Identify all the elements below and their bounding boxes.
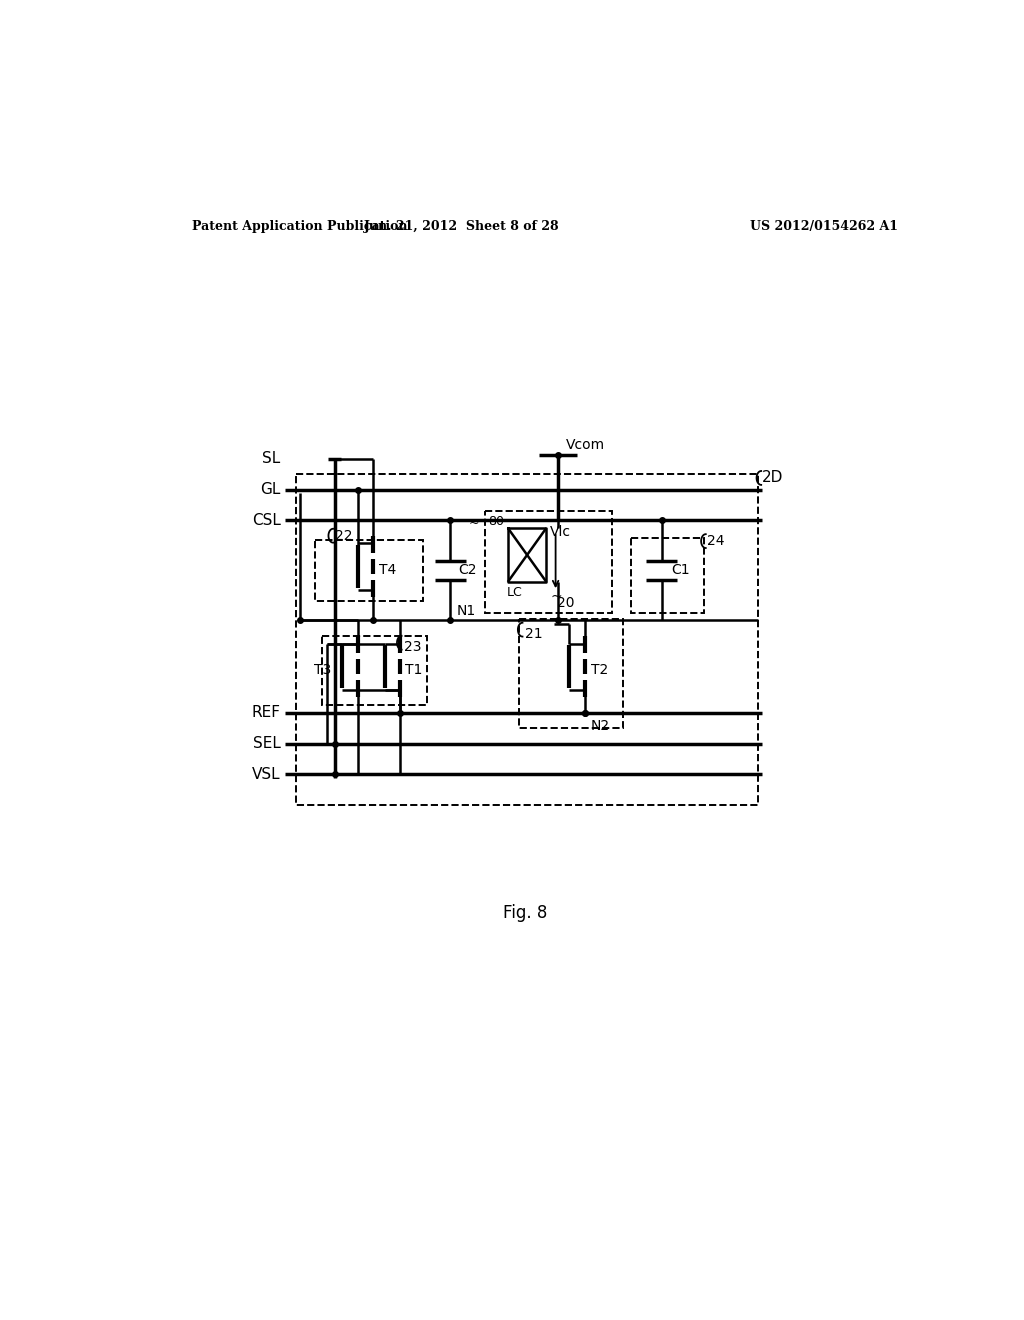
- Bar: [519, 619, 624, 729]
- Text: N1: N1: [457, 605, 475, 618]
- Text: 2D: 2D: [762, 470, 783, 486]
- Bar: [484, 511, 611, 612]
- Text: REF: REF: [252, 705, 281, 721]
- Text: 23: 23: [403, 640, 422, 653]
- Text: 21: 21: [524, 627, 543, 640]
- Bar: [296, 474, 758, 805]
- Text: Fig. 8: Fig. 8: [503, 904, 547, 921]
- Text: SL: SL: [262, 451, 281, 466]
- Text: 80: 80: [488, 515, 505, 528]
- Text: US 2012/0154262 A1: US 2012/0154262 A1: [750, 219, 898, 232]
- Text: N2: N2: [591, 719, 610, 733]
- Text: Patent Application Publication: Patent Application Publication: [193, 219, 408, 232]
- Bar: [322, 636, 427, 705]
- Text: C1: C1: [671, 564, 690, 577]
- Text: Vlc: Vlc: [550, 525, 571, 539]
- Text: 24: 24: [707, 535, 724, 548]
- Text: C2: C2: [458, 564, 476, 577]
- Text: 20: 20: [557, 595, 574, 610]
- Text: CSL: CSL: [252, 512, 281, 528]
- Text: ~: ~: [469, 517, 479, 529]
- Text: VSL: VSL: [252, 767, 281, 781]
- Bar: [315, 540, 423, 601]
- Text: Jun. 21, 2012  Sheet 8 of 28: Jun. 21, 2012 Sheet 8 of 28: [364, 219, 559, 232]
- Text: GL: GL: [260, 482, 281, 498]
- Text: T2: T2: [591, 664, 608, 677]
- Text: 22: 22: [335, 529, 352, 543]
- Text: ~: ~: [550, 590, 562, 603]
- Text: T1: T1: [404, 664, 422, 677]
- Text: T4: T4: [379, 564, 396, 577]
- Bar: [631, 539, 705, 612]
- Text: T3: T3: [313, 664, 331, 677]
- Text: SEL: SEL: [253, 737, 281, 751]
- Text: Vcom: Vcom: [565, 438, 605, 451]
- Text: LC: LC: [506, 586, 522, 599]
